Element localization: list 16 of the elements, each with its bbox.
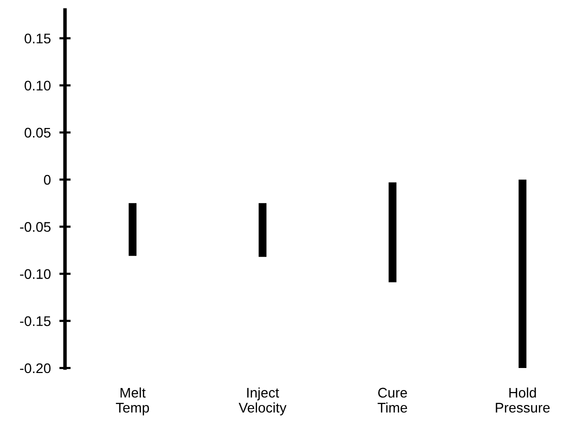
bar bbox=[388, 182, 396, 282]
x-tick-label: Cure Time bbox=[378, 388, 408, 413]
y-tick-label: 0.15 bbox=[24, 34, 51, 44]
bar bbox=[258, 203, 266, 257]
x-tick-label: Melt Temp bbox=[116, 387, 149, 416]
y-tick-label: 0.10 bbox=[24, 80, 51, 91]
bar bbox=[518, 180, 526, 368]
y-tick-label: -0.15 bbox=[20, 316, 51, 326]
y-tick-label: -0.05 bbox=[20, 222, 51, 232]
x-tick-label: Inject Velocity bbox=[238, 387, 286, 416]
x-tick-label: Hold Pressure bbox=[496, 387, 550, 413]
bar bbox=[128, 203, 136, 256]
y-tick-label: -0.10 bbox=[20, 269, 51, 279]
y-tick-label: 0 bbox=[44, 174, 51, 185]
y-tick-label: -0.20 bbox=[20, 363, 51, 374]
y-tick-label: 0.05 bbox=[24, 128, 51, 138]
